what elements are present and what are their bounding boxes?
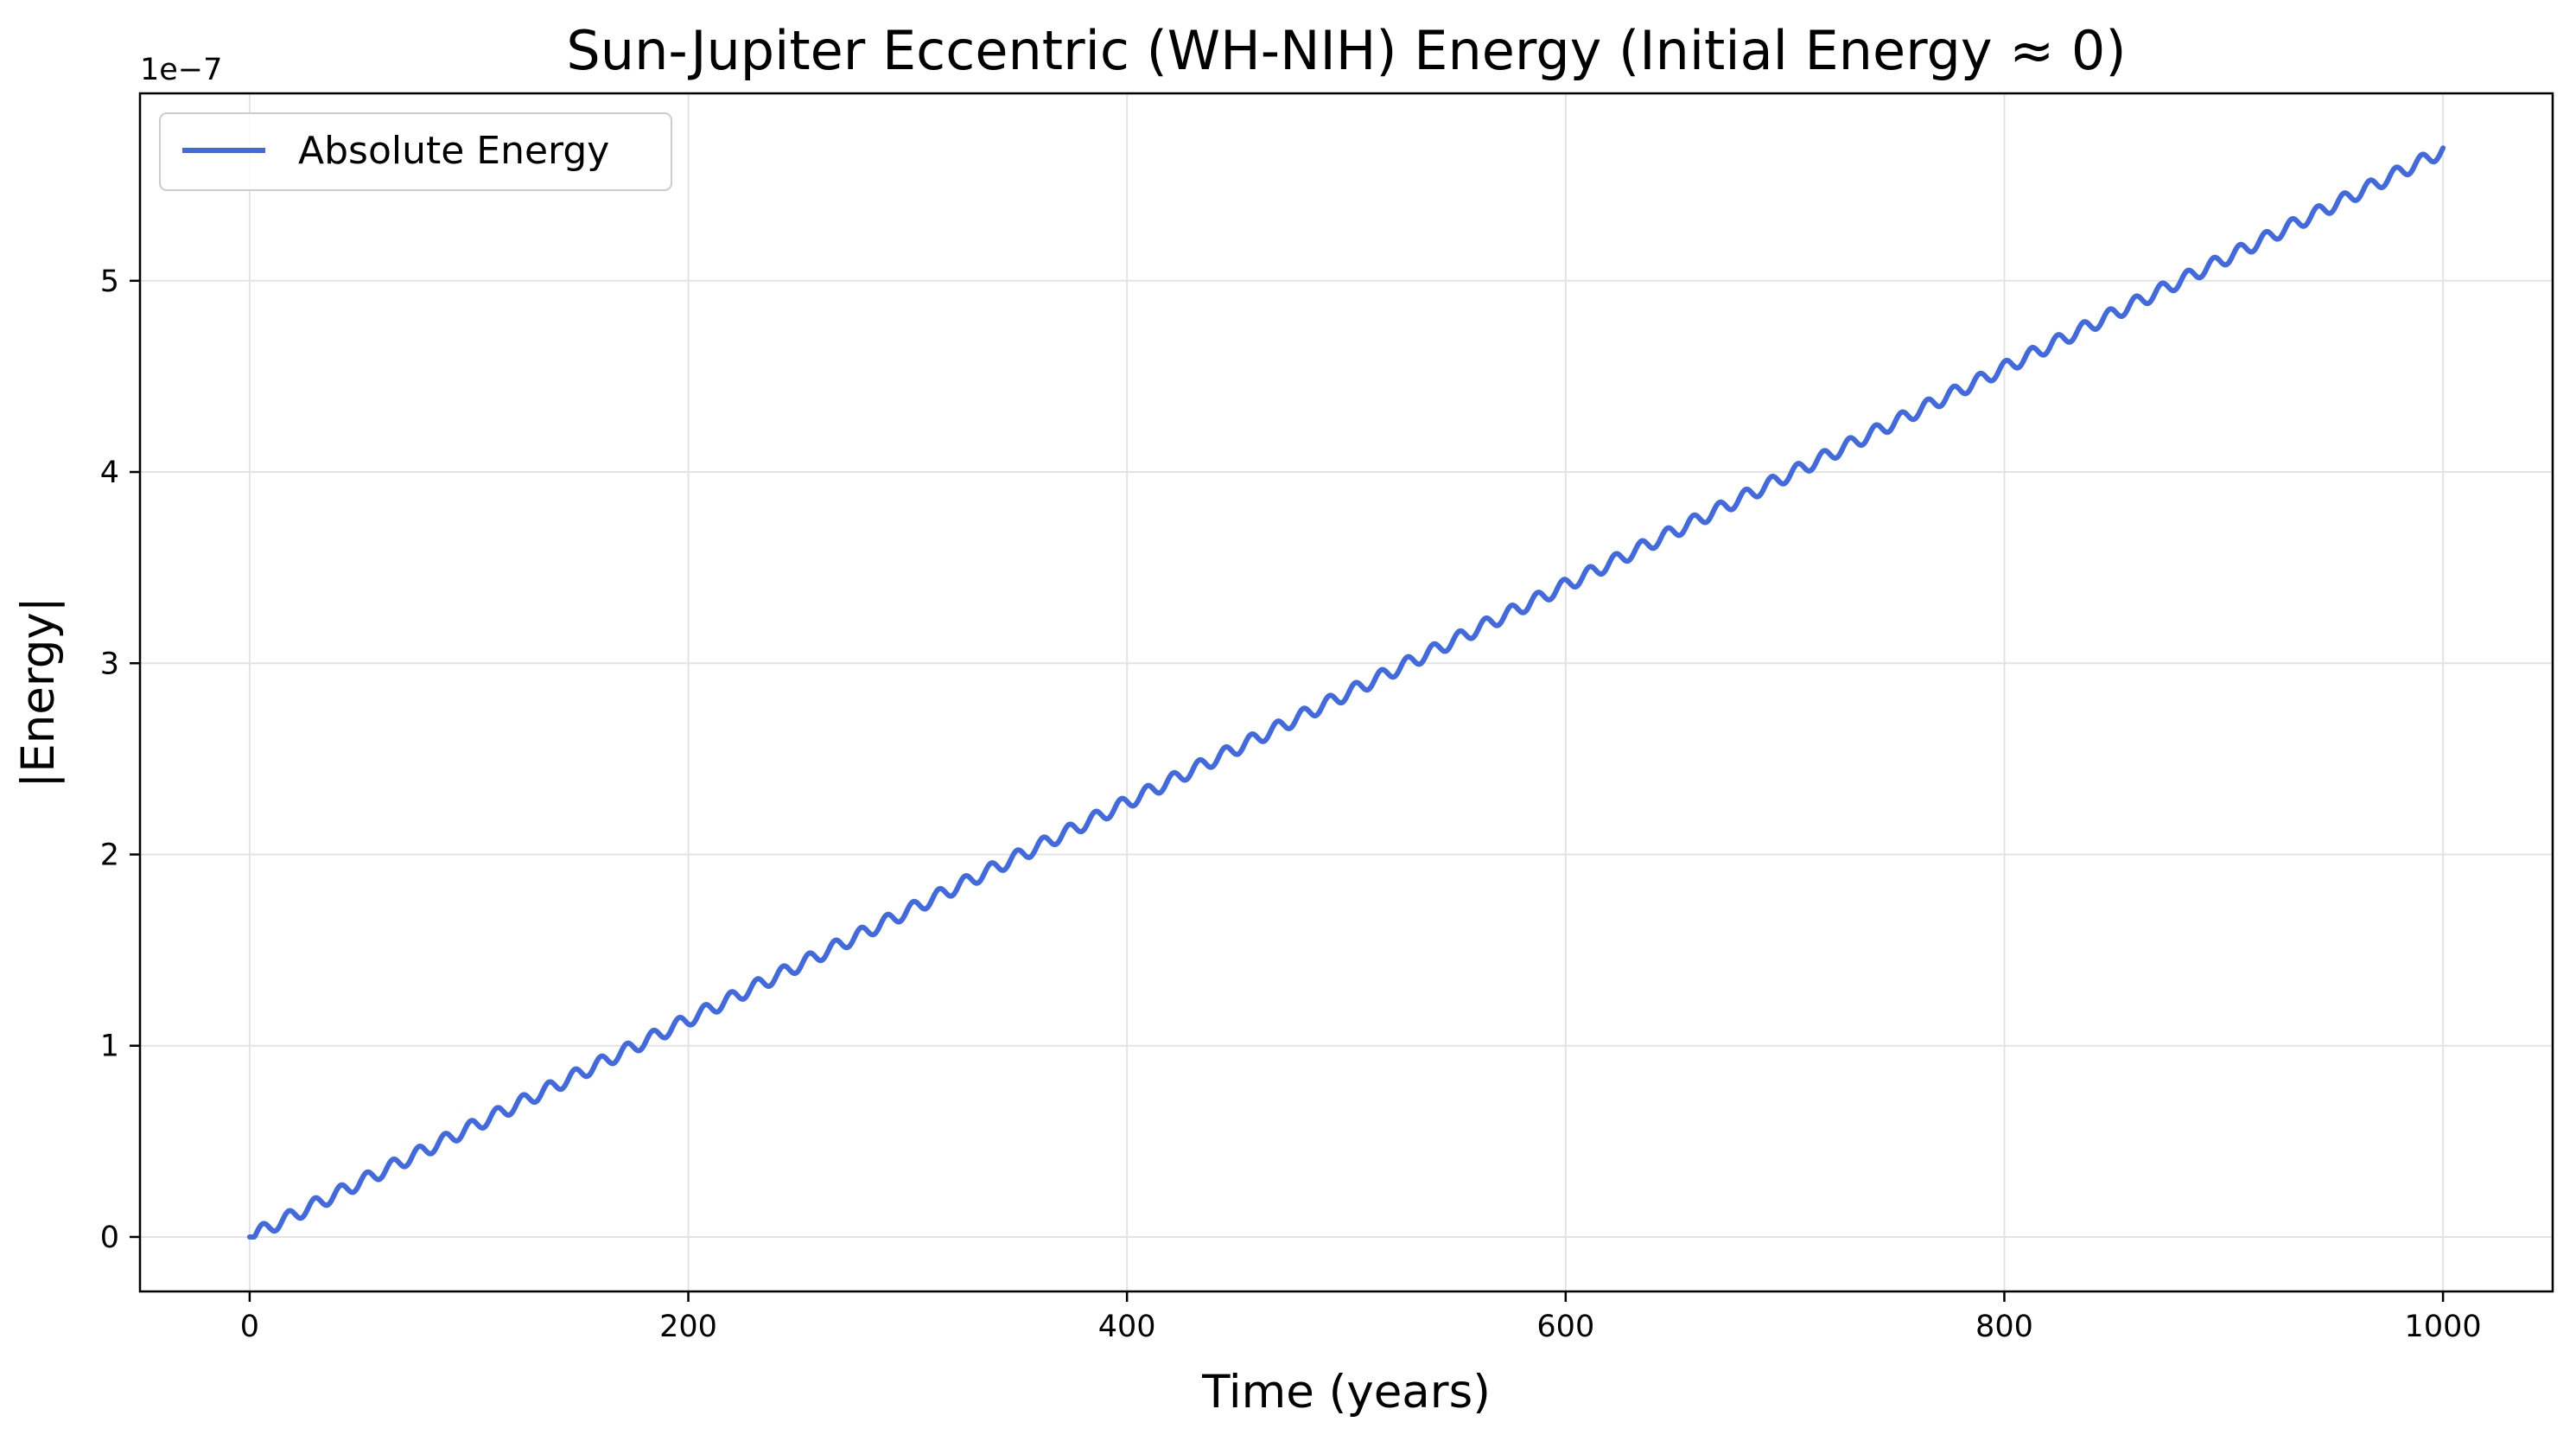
x-tick-label: 200 <box>659 1310 717 1344</box>
chart-title: Sun-Jupiter Eccentric (WH-NIH) Energy (I… <box>566 19 2126 82</box>
legend-box <box>159 112 672 191</box>
y-tick-label: 5 <box>100 265 119 299</box>
x-tick-label: 800 <box>1975 1310 2033 1344</box>
y-tick-label: 1 <box>100 1030 119 1064</box>
x-tick-label: 400 <box>1098 1310 1156 1344</box>
legend-label: Absolute Energy <box>298 129 609 173</box>
grid <box>140 93 2553 1291</box>
series-layer <box>246 145 2446 1240</box>
x-axis-ticks: 0 200 400 600 800 1000 <box>240 1291 2482 1344</box>
plot-frame <box>138 92 2554 1293</box>
y-axis-offset-label: 1e−7 <box>140 53 222 87</box>
y-tick-label: 0 <box>100 1221 119 1255</box>
y-tick-label: 2 <box>100 838 119 872</box>
x-tick-label: 1000 <box>2405 1310 2482 1344</box>
x-tick-label: 600 <box>1536 1310 1594 1344</box>
x-axis-label: Time (years) <box>1201 1366 1491 1419</box>
y-axis-label: |Energy| <box>12 596 65 787</box>
y-tick-label: 3 <box>100 647 119 681</box>
y-axis-ticks: 0 1 2 3 4 5 <box>100 265 140 1255</box>
y-tick-label: 4 <box>100 456 119 490</box>
legend: Absolute Energy <box>159 112 672 191</box>
x-tick-label: 0 <box>240 1310 259 1344</box>
series-line-0 <box>246 145 2446 1240</box>
